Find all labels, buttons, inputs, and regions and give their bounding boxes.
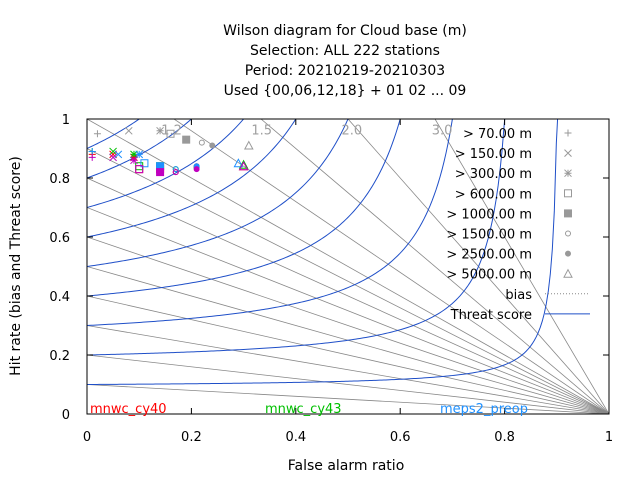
threat-score-curve-1 — [87, 119, 506, 356]
legend-label-0: > 70.00 m — [463, 127, 532, 142]
plot-frame — [86, 118, 610, 415]
data-point-4-1 — [124, 126, 133, 135]
data-point-3-1 — [109, 153, 117, 162]
data-point-3-3 — [135, 165, 144, 174]
data-point-2-7 — [233, 158, 244, 168]
legend-symbol-5 — [565, 230, 571, 237]
data-point-3-2 — [130, 156, 138, 165]
legend-label-7: > 5000.00 m — [446, 268, 532, 283]
data-point-4-5 — [198, 139, 205, 146]
x-tick-label-4: 0.8 — [494, 430, 515, 445]
legend-label-6: > 2500.00 m — [446, 248, 532, 263]
data-point-1-1 — [109, 147, 117, 156]
data-point-4-4 — [182, 135, 191, 144]
threat-score-curve-0 — [87, 119, 559, 385]
bias-lines — [87, 119, 609, 414]
y-tick-label-4: 0.8 — [49, 172, 70, 187]
bias-line-13 — [434, 119, 609, 414]
bias-label-3: 3.0 — [432, 123, 453, 138]
threat-score-curve-8 — [87, 119, 141, 149]
legend-symbol-0 — [564, 129, 572, 137]
y-tick-label-3: 0.6 — [49, 231, 70, 246]
legend-label-3: > 600.00 m — [455, 187, 532, 202]
bias-label-1: 1.5 — [251, 123, 272, 138]
chart-title: Wilson diagram for Cloud base (m) Select… — [223, 23, 467, 99]
legend-label-5: > 1500.00 m — [446, 228, 532, 243]
x-axis-label: False alarm ratio — [288, 458, 405, 474]
bias-labels: 1.2 1.5 2.0 3.0 — [161, 123, 452, 138]
bias-line-8 — [87, 148, 609, 414]
threat-score-curve-2 — [87, 119, 453, 326]
threat-score-curves — [87, 119, 559, 385]
legend-symbol-7 — [563, 268, 573, 278]
legend-label-9: Threat score — [450, 308, 532, 323]
data-point-2-3 — [140, 159, 149, 168]
x-tick-label-1: 0.2 — [181, 430, 202, 445]
x-axis-ticks: 0 0.2 0.4 0.6 0.8 1 — [83, 119, 613, 445]
legend-label-1: > 150.00 m — [455, 147, 532, 162]
y-axis-ticks: 0 0.2 0.4 0.6 0.8 1 — [49, 113, 609, 423]
legend-label-2: > 300.00 m — [455, 167, 532, 182]
title-line-1: Wilson diagram for Cloud base (m) — [223, 23, 467, 39]
data-point-4-2 — [156, 126, 164, 135]
bias-line-1 — [87, 354, 609, 414]
y-tick-label-2: 0.4 — [49, 290, 70, 305]
data-point-4-3 — [166, 129, 175, 138]
legend-label-8: bias — [505, 288, 532, 303]
y-axis-label: Hit rate (bias and Threat score) — [8, 156, 24, 376]
threat-score-curve-7 — [87, 119, 193, 179]
y-tick-label-0: 0 — [62, 408, 70, 423]
bias-label-2: 2.0 — [342, 123, 363, 138]
threat-score-curve-6 — [87, 119, 245, 208]
x-tick-label-2: 0.4 — [285, 430, 306, 445]
data-point-3-0 — [88, 153, 96, 161]
bias-line-3 — [87, 295, 609, 414]
data-point-2-0 — [88, 147, 96, 155]
y-tick-label-5: 1 — [62, 113, 70, 128]
title-line-4: Used {00,06,12,18} + 01 02 ... 09 — [224, 83, 467, 99]
series-label-0: mnwc_cy40 — [90, 402, 167, 417]
y-tick-label-1: 0.2 — [49, 349, 70, 364]
data-points — [88, 126, 254, 177]
bias-line-9 — [87, 119, 609, 414]
x-tick-label-0: 0 — [83, 430, 91, 445]
data-point-3-4 — [156, 168, 165, 177]
data-point-2-5 — [172, 166, 179, 173]
data-point-2-1 — [114, 150, 123, 159]
legend-label-4: > 1000.00 m — [446, 207, 532, 222]
data-point-3-5 — [172, 169, 179, 176]
data-point-4-6 — [209, 142, 216, 149]
x-tick-label-5: 1 — [605, 430, 613, 445]
threat-score-curve-5 — [87, 119, 297, 238]
legend-symbol-4 — [564, 209, 572, 218]
bias-line-6 — [87, 207, 609, 414]
bias-line-2 — [87, 325, 609, 414]
data-point-2-2 — [135, 150, 144, 159]
legend: > 70.00 m > 150.00 m > 300.00 m > 600.00 m >… — [446, 127, 590, 323]
title-line-3: Period: 20210219-20210303 — [245, 63, 445, 79]
x-tick-label-3: 0.6 — [390, 430, 411, 445]
bias-line-5 — [87, 236, 609, 414]
legend-symbol-2 — [564, 169, 572, 178]
series-label-1: mnwc_cy43 — [265, 402, 342, 417]
bias-label-0: 1.2 — [161, 123, 182, 138]
legend-symbol-6 — [565, 250, 571, 257]
data-point-3-7 — [238, 161, 249, 171]
data-point-1-2 — [130, 150, 138, 159]
bias-line-7 — [87, 177, 609, 414]
threat-score-curve-3 — [87, 119, 401, 297]
legend-symbol-3 — [564, 189, 572, 198]
data-point-4-0 — [93, 130, 101, 138]
data-point-4-7 — [243, 140, 254, 150]
threat-score-curve-4 — [87, 119, 349, 267]
bias-line-0 — [87, 384, 609, 414]
legend-symbol-1 — [564, 149, 572, 157]
series-label-2: meps2_preop — [440, 402, 528, 417]
title-line-2: Selection: ALL 222 stations — [250, 43, 440, 59]
data-point-3-6 — [193, 166, 200, 173]
series-labels: mnwc_cy40 mnwc_cy43 meps2_preop — [90, 402, 528, 417]
